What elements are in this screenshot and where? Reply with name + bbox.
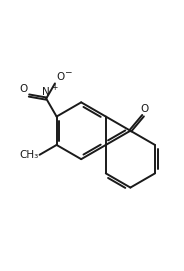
Text: −: − [64, 67, 72, 76]
Text: O: O [140, 104, 148, 114]
Text: O: O [56, 72, 64, 82]
Text: CH₃: CH₃ [19, 150, 38, 160]
Text: N: N [42, 88, 50, 98]
Text: O: O [19, 84, 27, 94]
Text: +: + [51, 83, 57, 92]
